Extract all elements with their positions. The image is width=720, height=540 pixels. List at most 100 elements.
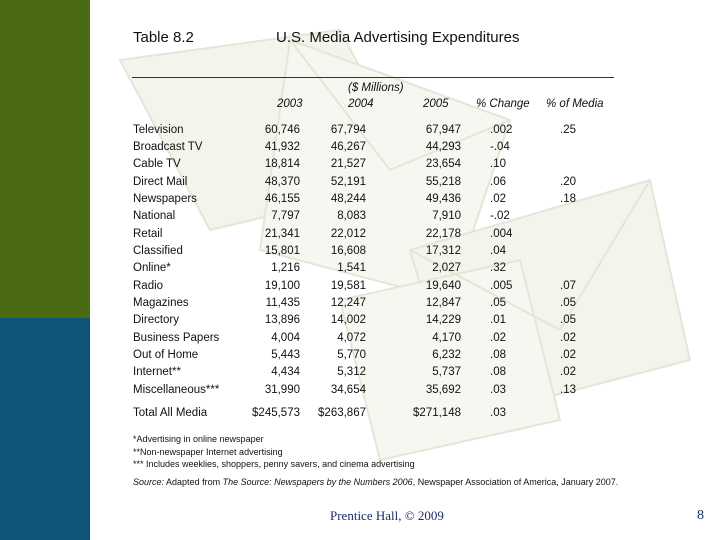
value-2004: 1,541 bbox=[337, 262, 366, 274]
value-2005: 49,436 bbox=[425, 193, 461, 205]
slide-title: U.S. Media Advertising Expenditures bbox=[276, 29, 520, 46]
row-name: Business Papers bbox=[133, 332, 220, 344]
value-2005: 12,847 bbox=[425, 297, 461, 309]
value-change: .04 bbox=[490, 245, 506, 257]
unit-note: ($ Millions) bbox=[348, 82, 404, 94]
header-2004: 2004 bbox=[348, 98, 374, 110]
row-name: Radio bbox=[133, 280, 164, 292]
row-name: Magazines bbox=[133, 297, 189, 309]
header-media: % of Media bbox=[546, 98, 604, 110]
value-2003: 1,216 bbox=[271, 262, 300, 274]
total-2004: $263,867 bbox=[318, 407, 366, 419]
value-2005: 67,947 bbox=[425, 124, 461, 136]
table-row: Miscellaneous*** 31,990 34,654 35,692 .0… bbox=[0, 384, 720, 401]
table-row: Direct Mail 48,370 52,191 55,218 .06 .20 bbox=[0, 176, 720, 193]
value-2004: 21,527 bbox=[330, 158, 366, 170]
value-2004: 52,191 bbox=[330, 176, 366, 188]
footnotes: *Advertising in online newspaper **Non-n… bbox=[133, 433, 415, 471]
row-name: Directory bbox=[133, 314, 180, 326]
source-label: Source: bbox=[133, 477, 165, 487]
value-2003: 31,990 bbox=[264, 384, 300, 396]
value-2003: 13,896 bbox=[264, 314, 300, 326]
left-band-blue bbox=[0, 318, 90, 540]
value-2004: 16,608 bbox=[330, 245, 366, 257]
value-change: .01 bbox=[490, 314, 506, 326]
value-2004: 8,083 bbox=[337, 210, 366, 222]
table-label: Table 8.2 bbox=[133, 29, 194, 46]
row-name: Classified bbox=[133, 245, 183, 257]
value-2004: 4,072 bbox=[337, 332, 366, 344]
value-2005: 17,312 bbox=[425, 245, 461, 257]
table-row: Magazines 11,435 12,247 12,847 .05 .05 bbox=[0, 297, 720, 314]
header-2003: 2003 bbox=[277, 98, 303, 110]
source-work: The Source: Newspapers by the Numbers 20… bbox=[222, 477, 413, 487]
row-name: Broadcast TV bbox=[133, 141, 203, 153]
value-change: -.02 bbox=[490, 210, 510, 222]
row-name: Miscellaneous*** bbox=[133, 384, 220, 396]
value-2003: 4,004 bbox=[271, 332, 300, 344]
value-media: .05 bbox=[560, 297, 576, 309]
source-pre: Adapted from bbox=[164, 477, 223, 487]
row-name: Out of Home bbox=[133, 349, 199, 361]
row-name: Retail bbox=[133, 228, 163, 240]
value-2005: 23,654 bbox=[425, 158, 461, 170]
value-media: .07 bbox=[560, 280, 576, 292]
value-2004: 46,267 bbox=[330, 141, 366, 153]
table-row: Directory 13,896 14,002 14,229 .01 .05 bbox=[0, 314, 720, 331]
table-row: Retail 21,341 22,012 22,178 .004 bbox=[0, 228, 720, 245]
value-2003: 60,746 bbox=[264, 124, 300, 136]
source-post: , Newspaper Association of America, Janu… bbox=[412, 477, 619, 487]
value-2005: 2,027 bbox=[432, 262, 461, 274]
row-name: Internet** bbox=[133, 366, 181, 378]
value-2004: 12,247 bbox=[330, 297, 366, 309]
value-2005: 44,293 bbox=[425, 141, 461, 153]
value-change: .002 bbox=[490, 124, 513, 136]
row-name: Online* bbox=[133, 262, 171, 274]
value-2003: 15,801 bbox=[264, 245, 300, 257]
value-2003: 19,100 bbox=[264, 280, 300, 292]
left-band-green bbox=[0, 0, 90, 318]
value-2003: 46,155 bbox=[264, 193, 300, 205]
value-2005: 35,692 bbox=[425, 384, 461, 396]
value-2005: 22,178 bbox=[425, 228, 461, 240]
table-row: Out of Home 5,443 5,770 6,232 .08 .02 bbox=[0, 349, 720, 366]
row-name: Cable TV bbox=[133, 158, 181, 170]
value-media: .02 bbox=[560, 349, 576, 361]
value-media: .18 bbox=[560, 193, 576, 205]
value-2005: 19,640 bbox=[425, 280, 461, 292]
value-2003: 41,932 bbox=[264, 141, 300, 153]
table-row: Internet** 4,434 5,312 5,737 .08 .02 bbox=[0, 366, 720, 383]
footnote: *Advertising in online newspaper bbox=[133, 434, 264, 444]
value-2003: 5,443 bbox=[271, 349, 300, 361]
value-media: .20 bbox=[560, 176, 576, 188]
total-2003: $245,573 bbox=[252, 407, 300, 419]
value-media: .02 bbox=[560, 366, 576, 378]
value-change: .005 bbox=[490, 280, 513, 292]
value-2004: 48,244 bbox=[330, 193, 366, 205]
value-change: .08 bbox=[490, 366, 506, 378]
value-2005: 5,737 bbox=[432, 366, 461, 378]
value-2003: 48,370 bbox=[264, 176, 300, 188]
value-change: .06 bbox=[490, 176, 506, 188]
table-row: Business Papers 4,004 4,072 4,170 .02 .0… bbox=[0, 332, 720, 349]
header-2005: 2005 bbox=[423, 98, 449, 110]
value-change: .08 bbox=[490, 349, 506, 361]
value-media: .02 bbox=[560, 332, 576, 344]
row-name: Newspapers bbox=[133, 193, 197, 205]
value-2005: 6,232 bbox=[432, 349, 461, 361]
table-total-row: Total All Media $245,573 $263,867 $271,1… bbox=[0, 407, 720, 424]
value-2005: 55,218 bbox=[425, 176, 461, 188]
value-2003: 11,435 bbox=[265, 297, 300, 309]
value-2003: 7,797 bbox=[271, 210, 300, 222]
value-change: .03 bbox=[490, 384, 506, 396]
table-row: Television 60,746 67,794 67,947 .002 .25 bbox=[0, 124, 720, 141]
value-2004: 5,312 bbox=[337, 366, 366, 378]
footnote: *** Includes weeklies, shoppers, penny s… bbox=[133, 459, 415, 469]
value-2003: 21,341 bbox=[264, 228, 300, 240]
value-change: .02 bbox=[490, 193, 506, 205]
value-2005: 7,910 bbox=[432, 210, 461, 222]
table-row: Newspapers 46,155 48,244 49,436 .02 .18 bbox=[0, 193, 720, 210]
row-name: Direct Mail bbox=[133, 176, 188, 188]
value-change: .05 bbox=[490, 297, 506, 309]
value-2005: 14,229 bbox=[425, 314, 461, 326]
